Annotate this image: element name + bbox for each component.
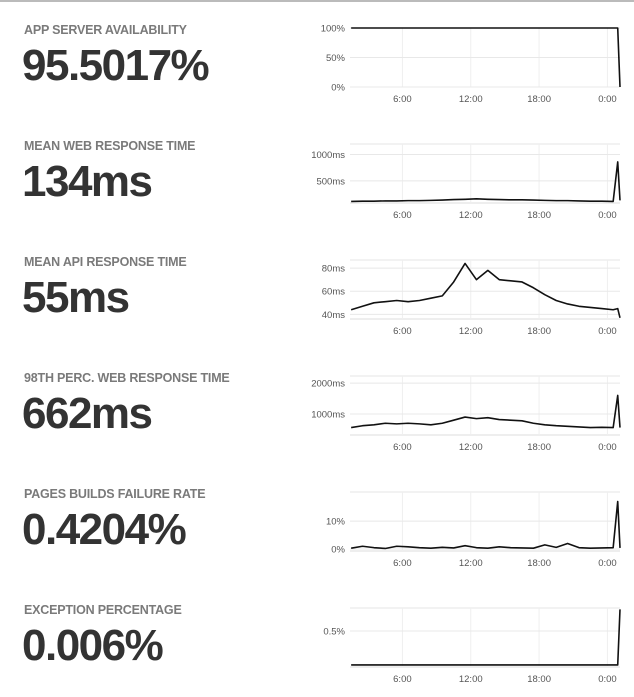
y-tick-label: 0% bbox=[331, 545, 345, 556]
x-tick-label: 18:00 bbox=[527, 674, 551, 685]
series-line bbox=[351, 609, 621, 666]
y-tick-label: 1000ms bbox=[311, 150, 345, 161]
x-tick-label: 12:00 bbox=[459, 94, 483, 105]
x-tick-label: 0:00 bbox=[598, 442, 617, 453]
metric-title: APP SERVER AVAILABILITY bbox=[24, 23, 188, 37]
y-tick-label: 100% bbox=[321, 24, 346, 35]
series-line bbox=[350, 262, 621, 319]
x-tick-label: 6:00 bbox=[393, 326, 412, 337]
metric-value: 0.4204% bbox=[22, 505, 186, 554]
x-tick-label: 18:00 bbox=[527, 326, 551, 337]
y-tick-label: 0% bbox=[331, 83, 345, 94]
metric-title: 98TH PERC. WEB RESPONSE TIME bbox=[24, 371, 230, 385]
x-tick-label: 6:00 bbox=[393, 674, 412, 685]
metric-title: PAGES BUILDS FAILURE RATE bbox=[24, 487, 205, 501]
x-tick-label: 6:00 bbox=[393, 442, 412, 453]
series-line bbox=[351, 500, 621, 550]
x-tick-label: 0:00 bbox=[598, 558, 617, 569]
x-tick-label: 6:00 bbox=[393, 210, 412, 221]
y-tick-label: 2000ms bbox=[311, 379, 345, 390]
y-tick-label: 40ms bbox=[322, 310, 345, 321]
y-tick-label: 500ms bbox=[316, 176, 345, 187]
x-tick-label: 18:00 bbox=[527, 442, 551, 453]
x-tick-label: 12:00 bbox=[459, 326, 483, 337]
x-tick-label: 12:00 bbox=[459, 442, 483, 453]
metric-value: 662ms bbox=[22, 389, 152, 438]
series-line bbox=[351, 27, 621, 88]
x-tick-label: 6:00 bbox=[393, 558, 412, 569]
y-tick-label: 1000ms bbox=[311, 409, 345, 420]
x-tick-label: 0:00 bbox=[598, 674, 617, 685]
series-line bbox=[351, 394, 621, 429]
y-tick-label: 60ms bbox=[322, 287, 345, 298]
y-tick-label: 0.5% bbox=[323, 627, 345, 638]
metric-title: MEAN API RESPONSE TIME bbox=[24, 255, 187, 269]
y-tick-label: 80ms bbox=[322, 264, 345, 275]
x-tick-label: 12:00 bbox=[459, 558, 483, 569]
x-tick-label: 18:00 bbox=[527, 210, 551, 221]
metric-value: 55ms bbox=[22, 273, 129, 322]
x-tick-label: 0:00 bbox=[598, 94, 617, 105]
metric-title: EXCEPTION PERCENTAGE bbox=[24, 603, 182, 617]
x-tick-label: 12:00 bbox=[459, 674, 483, 685]
x-tick-label: 18:00 bbox=[527, 94, 551, 105]
metric-title: MEAN WEB RESPONSE TIME bbox=[24, 139, 195, 153]
x-tick-label: 12:00 bbox=[459, 210, 483, 221]
x-tick-label: 18:00 bbox=[527, 558, 551, 569]
x-tick-label: 0:00 bbox=[598, 210, 617, 221]
metric-value: 134ms bbox=[22, 157, 152, 206]
metric-value: 0.006% bbox=[22, 621, 163, 670]
x-tick-label: 0:00 bbox=[598, 326, 617, 337]
y-tick-label: 50% bbox=[326, 53, 346, 64]
series-line bbox=[351, 161, 621, 203]
x-tick-label: 6:00 bbox=[393, 94, 412, 105]
metric-value: 95.5017% bbox=[22, 41, 209, 90]
y-tick-label: 10% bbox=[326, 517, 346, 528]
